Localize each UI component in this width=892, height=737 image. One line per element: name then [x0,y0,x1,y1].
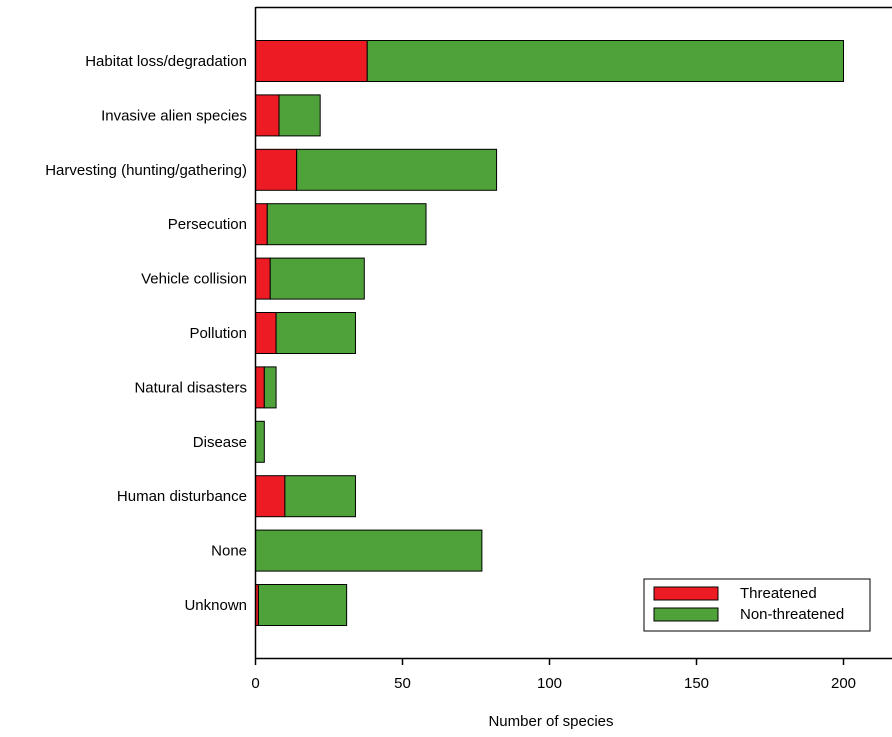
x-ticks: 0 50 100 150 200 [251,658,856,692]
bar-non-threatened-disease [255,420,265,463]
x-tick-label-200: 200 [831,675,856,692]
category-label-harvesting-hunting-gathering: Harvesting (hunting/gathering) [45,162,247,179]
legend-swatch-threatened [653,586,719,601]
bar-non-threatened-invasive-alien-species [278,94,321,137]
bar-non-threatened-persecution [266,203,427,246]
category-labels: Habitat loss/degradation Invasive alien s… [45,53,247,614]
bar-threatened-human-disturbance [255,475,286,518]
bar-non-threatened-habitat-loss-degradation [366,40,844,82]
bar-threatened-persecution [255,203,268,246]
category-label-invasive-alien-species: Invasive alien species [101,107,247,124]
category-label-natural-disasters: Natural disasters [134,379,247,396]
bar-non-threatened-none [255,529,483,572]
x-tick-label-100: 100 [537,675,562,692]
category-label-human-disturbance: Human disturbance [117,488,247,505]
category-label-habitat-loss-degradation: Habitat loss/degradation [85,53,247,70]
category-label-pollution: Pollution [189,325,247,342]
category-label-persecution: Persecution [168,216,247,233]
bars-layer [255,40,844,626]
bar-non-threatened-harvesting-hunting-gathering [296,148,498,191]
category-label-disease: Disease [193,434,247,451]
x-tick-label-150: 150 [684,675,709,692]
category-label-unknown: Unknown [184,597,247,614]
category-label-none: None [211,543,247,560]
legend-swatch-non-threatened [653,607,719,622]
legend-label-non-threatened: Non-threatened [740,606,844,623]
bar-non-threatened-unknown [257,584,348,626]
x-axis-title: Number of species [488,713,613,730]
legend: Threatened Non-threatened [643,578,871,632]
bar-threatened-pollution [255,312,277,354]
x-tick-label-50: 50 [394,675,411,692]
x-tick-label-0: 0 [251,675,259,692]
bar-threatened-habitat-loss-degradation [255,40,368,82]
bar-non-threatened-vehicle-collision [269,257,365,300]
bar-non-threatened-natural-disasters [263,366,277,409]
bar-non-threatened-human-disturbance [284,475,356,518]
bar-threatened-invasive-alien-species [255,94,280,137]
category-label-vehicle-collision: Vehicle collision [141,271,247,288]
legend-label-threatened: Threatened [740,585,817,602]
bar-threatened-harvesting-hunting-gathering [255,148,298,191]
bar-threatened-vehicle-collision [255,257,271,300]
bar-non-threatened-pollution [275,312,356,354]
bar-threatened-natural-disasters [255,366,265,409]
